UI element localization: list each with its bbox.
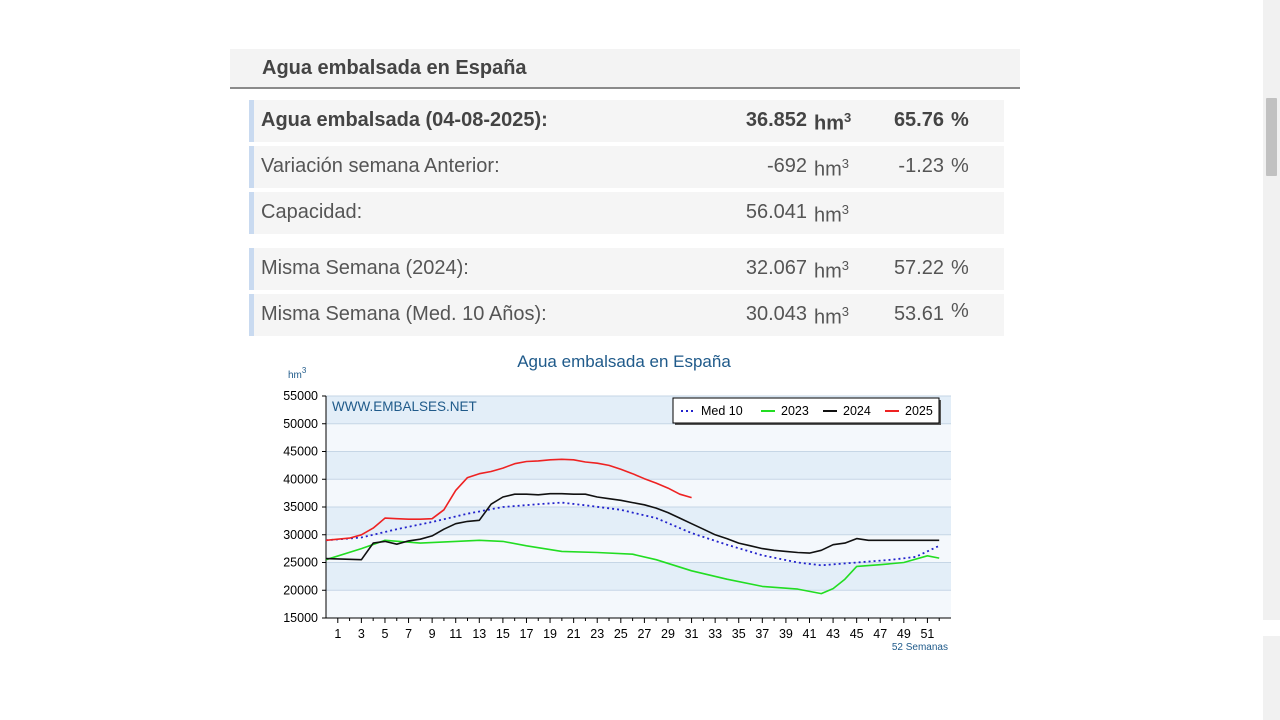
x-tick-label: 51 [920,627,934,641]
percent-symbol: % [951,257,969,279]
x-tick-label: 27 [637,627,651,641]
plot-band [326,451,951,480]
y-axis-label: hm3 [288,366,307,381]
stat-unit: hm3 [814,258,849,284]
x-tick-label: 15 [496,627,510,641]
x-tick-label: 23 [590,627,604,641]
y-tick-label: 50000 [283,417,318,431]
x-tick-label: 31 [685,627,699,641]
watermark: WWW.EMBALSES.NET [332,399,477,414]
legend-label: 2023 [781,404,809,418]
x-tick-label: 33 [708,627,722,641]
percent-symbol: % [951,300,969,322]
series-line-2023 [325,539,940,595]
stat-label: Misma Semana (2024): [261,257,469,279]
y-tick-label: 55000 [283,389,318,403]
x-axis-label: 52 Semanas [892,642,948,653]
stat-percent: 57.22 [893,257,944,279]
y-tick-label: 45000 [283,445,318,459]
stat-unit-text: hm [814,204,842,227]
x-tick-label: 19 [543,627,557,641]
stat-label: Misma Semana (Med. 10 Años): [261,303,547,325]
plot-band [326,423,951,452]
stat-unit-text: hm [814,158,842,181]
stat-row: Variación semana Anterior: -692 hm3 -1.23% [249,146,1004,188]
stat-unit: hm3 [814,110,851,136]
y-tick-label: 40000 [283,472,318,486]
y-tick-label: 20000 [283,583,318,597]
stat-percent: 65.76 [893,109,944,131]
stat-unit-text: hm [814,306,842,329]
stat-value: 30.043 [745,303,807,325]
stat-unit-sup: 3 [841,258,850,273]
stat-unit-sup: 3 [841,304,850,319]
x-tick-label: 3 [358,627,365,641]
plot-band [326,479,951,507]
stat-unit-sup: 3 [841,202,850,217]
page-scrollbar[interactable] [1263,0,1280,720]
stat-value: 36.852 [745,109,807,131]
percent-symbol: % [951,155,969,177]
stat-unit-text: hm [814,260,842,283]
x-tick-label: 17 [520,627,534,641]
x-tick-label: 29 [661,627,675,641]
series-line-med-10 [325,501,940,567]
x-tick-label: 39 [779,627,793,641]
series-line-2024 [325,492,940,561]
stat-value: 32.067 [745,257,807,279]
stat-row: Misma Semana (2024): 32.067 hm3 57.22% [249,248,1004,290]
x-tick-label: 43 [826,627,840,641]
stat-percent: 53.61 [893,303,944,325]
x-tick-label: 25 [614,627,628,641]
series-line-2025 [325,458,692,542]
y-tick-label: 30000 [283,528,318,542]
stat-label: Capacidad: [261,201,363,223]
x-tick-label: 41 [803,627,817,641]
stat-unit-text: hm [814,112,844,135]
chart-svg: 15000 20000 25000 30000 35000 40000 45000 50000… [283,366,951,653]
legend-label: Med 10 [701,404,743,418]
x-tick-label: 7 [405,627,412,641]
y-tick-label: 35000 [283,500,318,514]
x-tick-label: 13 [472,627,486,641]
x-tick-label: 37 [755,627,769,641]
stat-unit: hm3 [814,304,849,330]
scrollbar-thumb[interactable] [1266,98,1277,176]
reservoir-chart: Agua embalsada en España 15000 20000 25000… [268,348,968,658]
plot-band [326,534,951,563]
section-header: Agua embalsada en España [230,49,1020,89]
chart-title: Agua embalsada en España [517,352,731,371]
page-title: Agua embalsada en España [262,57,527,79]
x-tick-label: 35 [732,627,746,641]
stat-row: Agua embalsada (04-08-2025): 36.852 hm3 65.… [249,100,1004,142]
x-tick-label: 1 [334,627,341,641]
x-tick-label: 5 [381,627,388,641]
stat-unit-sup: 3 [841,156,850,171]
stat-unit-sup: 3 [844,110,852,125]
plot-band [326,507,951,535]
stat-value: 56.041 [745,201,807,223]
stat-value: -692 [766,155,807,177]
stat-row: Misma Semana (Med. 10 Años): 30.043 hm3 53.… [249,294,1004,336]
legend-label: 2024 [843,404,871,418]
y-tick-label: 25000 [283,556,318,570]
stat-percent: -1.23 [898,155,944,177]
legend-label: 2025 [905,404,933,418]
x-tick-label: 49 [897,627,911,641]
percent-symbol: % [951,109,969,131]
y-tick-label: 15000 [283,611,318,625]
plot-band [326,590,951,618]
stat-unit: hm3 [814,202,849,228]
x-tick-label: 11 [449,627,462,641]
stat-label: Agua embalsada (04-08-2025): [261,109,548,131]
x-tick-label: 47 [873,627,887,641]
stat-unit: hm3 [814,156,849,182]
stat-label: Variación semana Anterior: [261,155,500,177]
x-tick-label: 21 [567,627,581,641]
x-tick-label: 9 [429,627,436,641]
scrollbar-corner [1263,620,1280,636]
stat-row: Capacidad: 56.041 hm3 [249,192,1004,234]
x-tick-label: 45 [850,627,864,641]
